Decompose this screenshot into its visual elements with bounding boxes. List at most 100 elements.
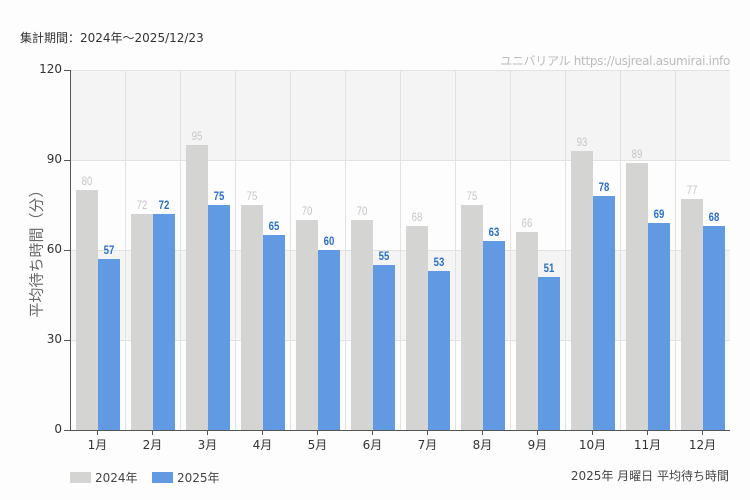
legend-label-2025: 2025年 bbox=[177, 471, 220, 485]
chart-plot-area: 80 57 72 72 95 75 75 65 70 60 70 55 68 53 75 63 66 51 93 78… bbox=[70, 70, 730, 431]
data-label: 68 bbox=[708, 210, 719, 224]
data-label: 75 bbox=[466, 189, 477, 203]
bar-2024-8[interactable] bbox=[460, 205, 483, 430]
data-label: 51 bbox=[543, 261, 554, 275]
grid-line-vertical bbox=[125, 70, 126, 430]
bar-2024-1[interactable] bbox=[75, 190, 98, 430]
data-label: 75 bbox=[246, 189, 257, 203]
x-tick bbox=[97, 430, 98, 435]
x-tick-label: 3月 bbox=[197, 438, 218, 452]
aggregation-period: 集計期間：2024年～2025/12/23 bbox=[20, 31, 204, 45]
x-tick bbox=[262, 430, 263, 435]
legend-swatch-2024 bbox=[70, 472, 91, 483]
x-tick bbox=[207, 430, 208, 435]
x-tick bbox=[592, 430, 593, 435]
bar-2025-8[interactable] bbox=[482, 241, 505, 430]
y-axis-title: 平均待ち時間（分） bbox=[27, 182, 46, 318]
y-tick-label: 90 bbox=[46, 152, 62, 166]
chart-title: 2025年 月曜日 平均待ち時間 bbox=[570, 469, 729, 483]
x-tick-label: 11月 bbox=[633, 438, 662, 452]
bar-2025-3[interactable] bbox=[207, 205, 230, 430]
data-label: 75 bbox=[213, 189, 224, 203]
bar-2025-12[interactable] bbox=[702, 226, 725, 430]
site-credit: ユニバリアル https://usjreal.asumirai.info bbox=[500, 54, 730, 68]
data-label: 89 bbox=[631, 147, 642, 161]
grid-line-vertical bbox=[290, 70, 291, 430]
bar-2024-9[interactable] bbox=[515, 232, 538, 430]
grid-line-vertical bbox=[455, 70, 456, 430]
grid-line-vertical bbox=[180, 70, 181, 430]
x-tick bbox=[537, 430, 538, 435]
y-tick-label: 30 bbox=[46, 332, 62, 346]
data-label: 60 bbox=[323, 234, 334, 248]
bar-2025-6[interactable] bbox=[372, 265, 395, 430]
data-label: 70 bbox=[356, 204, 367, 218]
bar-2024-2[interactable] bbox=[130, 214, 153, 430]
y-tick bbox=[64, 250, 70, 251]
x-tick-label: 8月 bbox=[472, 438, 493, 452]
bar-2025-4[interactable] bbox=[262, 235, 285, 430]
data-label: 72 bbox=[136, 198, 147, 212]
x-tick-label: 1月 bbox=[87, 438, 108, 452]
x-tick bbox=[702, 430, 703, 435]
x-tick-label: 12月 bbox=[688, 438, 717, 452]
x-tick-label: 5月 bbox=[307, 438, 328, 452]
x-tick-label: 10月 bbox=[578, 438, 607, 452]
bar-2025-10[interactable] bbox=[592, 196, 615, 430]
grid-line-vertical bbox=[400, 70, 401, 430]
bar-2024-4[interactable] bbox=[240, 205, 263, 430]
bar-2024-6[interactable] bbox=[350, 220, 373, 430]
y-tick-label: 120 bbox=[39, 62, 62, 76]
bar-2025-1[interactable] bbox=[97, 259, 120, 430]
bar-2025-5[interactable] bbox=[317, 250, 340, 430]
x-tick bbox=[317, 430, 318, 435]
x-tick-label: 4月 bbox=[252, 438, 273, 452]
bar-2025-11[interactable] bbox=[647, 223, 670, 430]
data-label: 57 bbox=[103, 243, 114, 257]
y-tick-label: 60 bbox=[46, 242, 62, 256]
data-label: 69 bbox=[653, 207, 664, 221]
data-label: 55 bbox=[378, 249, 389, 263]
data-label: 68 bbox=[411, 210, 422, 224]
bar-2024-7[interactable] bbox=[405, 226, 428, 430]
data-label: 72 bbox=[158, 198, 169, 212]
x-tick bbox=[427, 430, 428, 435]
data-label: 65 bbox=[268, 219, 279, 233]
bar-2024-3[interactable] bbox=[185, 145, 208, 430]
y-tick bbox=[64, 430, 70, 431]
data-label: 70 bbox=[301, 204, 312, 218]
bar-2024-10[interactable] bbox=[570, 151, 593, 430]
data-label: 95 bbox=[191, 129, 202, 143]
bar-2025-9[interactable] bbox=[537, 277, 560, 430]
data-label: 77 bbox=[686, 183, 697, 197]
y-tick-label: 0 bbox=[54, 422, 62, 436]
data-label: 53 bbox=[433, 255, 444, 269]
bar-2025-7[interactable] bbox=[427, 271, 450, 430]
grid-line-vertical bbox=[565, 70, 566, 430]
grid-line-vertical bbox=[345, 70, 346, 430]
x-tick-label: 9月 bbox=[527, 438, 548, 452]
legend-item-2025[interactable]: 2025年 bbox=[152, 469, 220, 486]
bar-2024-12[interactable] bbox=[680, 199, 703, 430]
bar-2025-2[interactable] bbox=[152, 214, 175, 430]
bar-2024-11[interactable] bbox=[625, 163, 648, 430]
grid-line-vertical bbox=[235, 70, 236, 430]
data-label: 80 bbox=[81, 174, 92, 188]
x-tick-label: 7月 bbox=[417, 438, 438, 452]
grid-line-vertical bbox=[675, 70, 676, 430]
grid-line-vertical bbox=[510, 70, 511, 430]
data-label: 66 bbox=[521, 216, 532, 230]
bar-2024-5[interactable] bbox=[295, 220, 318, 430]
x-tick-label: 2月 bbox=[142, 438, 163, 452]
grid-line-vertical bbox=[620, 70, 621, 430]
x-axis bbox=[70, 430, 730, 431]
data-label: 93 bbox=[576, 135, 587, 149]
y-axis bbox=[70, 70, 71, 431]
x-tick bbox=[372, 430, 373, 435]
x-tick bbox=[152, 430, 153, 435]
y-tick bbox=[64, 340, 70, 341]
y-tick bbox=[64, 160, 70, 161]
x-tick bbox=[647, 430, 648, 435]
legend-item-2024[interactable]: 2024年 bbox=[70, 469, 138, 486]
legend-swatch-2025 bbox=[152, 472, 173, 483]
